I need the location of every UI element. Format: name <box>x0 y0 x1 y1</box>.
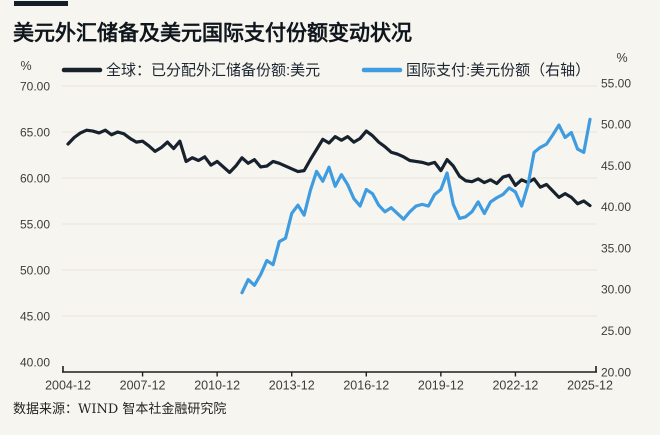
left-axis-unit-label: % <box>20 59 31 73</box>
x-axis-tick-label: 2010-12 <box>194 379 240 393</box>
left-axis-tick-label: 70.00 <box>20 79 50 93</box>
left-axis-tick-label: 50.00 <box>20 263 50 277</box>
reserve-share-line <box>66 128 592 208</box>
left-axis-tick-label: 45.00 <box>20 309 50 323</box>
right-axis-tick-label: 45.00 <box>601 159 631 173</box>
x-axis-tick-label: 2004-12 <box>45 379 91 393</box>
x-axis-tick-labels: 2004-12 2007-12 2010-12 2013-12 2016-12 2019-… <box>45 379 613 393</box>
left-axis-tick-label: 40.00 <box>20 355 50 369</box>
legend-label-reserve: 全球：已分配外汇储备份额:美元 <box>106 61 320 79</box>
payment-share-line <box>240 117 592 295</box>
right-axis-tick-label: 30.00 <box>601 283 631 297</box>
x-axis-tick-label: 2019-12 <box>418 379 464 393</box>
x-axis-tick-label: 2013-12 <box>269 379 315 393</box>
x-axis-tick-label: 2025-12 <box>567 379 613 393</box>
x-axis-tick-label: 2016-12 <box>343 379 389 393</box>
page-title: 美元外汇储备及美元国际支付份额变动状况 <box>13 21 412 45</box>
x-axis <box>62 366 597 377</box>
right-axis-tick-label: 55.00 <box>601 76 631 90</box>
right-axis-tick-label: 20.00 <box>601 365 631 379</box>
x-axis-tick-label: 2007-12 <box>120 379 166 393</box>
x-axis-tick-label: 2022-12 <box>492 379 538 393</box>
legend: 全球：已分配外汇储备份额:美元 国际支付:美元份额（右轴） <box>61 61 590 79</box>
right-axis-tick-label: 25.00 <box>601 324 631 338</box>
left-axis-tick-label: 65.00 <box>20 125 50 139</box>
title-accent-bar <box>14 1 68 6</box>
legend-label-payment: 国际支付:美元份额（右轴） <box>406 62 590 79</box>
left-axis-tick-labels: 70.00 65.00 60.00 55.00 50.00 45.00 40.00 <box>20 79 50 369</box>
gridlines <box>62 85 597 317</box>
source-note: 数据来源：WIND 智本社金融研究院 <box>13 401 226 417</box>
right-axis-tick-labels: 55.00 50.00 45.00 40.00 35.00 30.00 25.00 20.00 <box>601 76 631 379</box>
right-axis-tick-label: 40.00 <box>601 200 631 214</box>
left-axis-tick-label: 60.00 <box>20 171 50 185</box>
left-axis-tick-label: 55.00 <box>20 217 50 231</box>
right-axis-tick-label: 50.00 <box>601 118 631 132</box>
right-axis-tick-label: 35.00 <box>601 241 631 255</box>
right-axis-unit-label: % <box>616 51 627 65</box>
